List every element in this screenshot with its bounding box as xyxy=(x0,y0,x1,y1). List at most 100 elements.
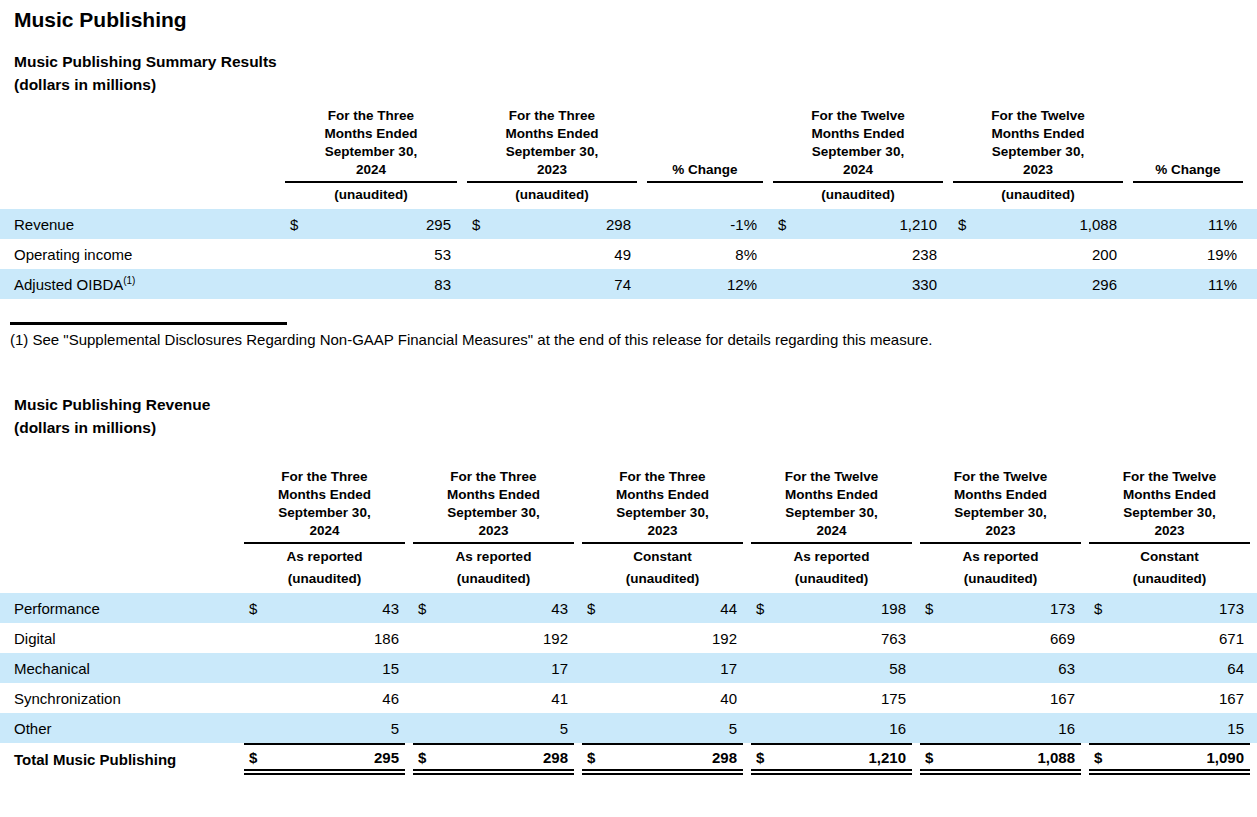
cell-value: 175 xyxy=(881,690,906,707)
table-cell: 16 xyxy=(751,713,912,743)
table-row-operating-income: Operating income 53 49 8% 238 200 19% xyxy=(0,239,1257,269)
currency-symbol: $ xyxy=(958,216,966,233)
basis-label: As reported xyxy=(751,544,912,567)
table-cell: 19% xyxy=(1133,239,1243,269)
table-cell: $1,210 xyxy=(773,209,943,239)
currency-symbol: $ xyxy=(1094,749,1102,766)
row-label: Revenue xyxy=(0,215,275,233)
cell-value: 12% xyxy=(727,276,757,293)
column-header-text: For the Three Months Ended September 30,… xyxy=(433,468,555,540)
cell-value: 5 xyxy=(391,720,399,737)
table-cell: 296 xyxy=(953,269,1123,299)
currency-symbol: $ xyxy=(249,749,257,766)
column-header-text: For the Twelve Months Ended September 30… xyxy=(797,107,919,179)
unaudited-label: (unaudited) xyxy=(751,567,912,593)
cell-value: 11% xyxy=(1208,216,1237,233)
table-cell: 12% xyxy=(647,269,763,299)
summary-section-subtitle: (dollars in millions) xyxy=(14,76,1257,94)
column-header-text: For the Twelve Months Ended September 30… xyxy=(940,468,1062,540)
cell-value: 40 xyxy=(720,690,737,707)
table-cell: 330 xyxy=(773,269,943,299)
cell-value: 671 xyxy=(1219,630,1244,647)
table-cell: $173 xyxy=(1089,593,1250,623)
cell-value: -1% xyxy=(730,216,757,233)
column-header-text: For the Twelve Months Ended September 30… xyxy=(977,107,1099,179)
total-cell: $1,090 xyxy=(1089,743,1250,775)
column-header-fy-2024: For the Twelve Months Ended September 30… xyxy=(773,107,943,209)
table-row-mechanical: Mechanical 15 17 17 58 63 64 xyxy=(0,653,1257,683)
table-cell: -1% xyxy=(647,209,763,239)
total-cell: $298 xyxy=(582,743,743,775)
column-header-fy-2023-reported: For the Twelve Months Ended September 30… xyxy=(920,468,1081,593)
table-cell: 53 xyxy=(285,239,457,269)
cell-value: 167 xyxy=(1219,690,1244,707)
table-cell: $295 xyxy=(285,209,457,239)
table-cell: 192 xyxy=(413,623,574,653)
row-label: Digital xyxy=(0,630,236,647)
table-cell: $43 xyxy=(244,593,405,623)
table-cell: 167 xyxy=(1089,683,1250,713)
table-cell: 175 xyxy=(751,683,912,713)
unaudited-label: (unaudited) xyxy=(467,183,637,209)
cell-value: 8% xyxy=(735,246,757,263)
unaudited-label: (unaudited) xyxy=(1089,567,1250,593)
table-cell: 8% xyxy=(647,239,763,269)
cell-value: 58 xyxy=(889,660,906,677)
cell-value: 186 xyxy=(374,630,399,647)
currency-symbol: $ xyxy=(1094,600,1102,617)
table-cell: 5 xyxy=(413,713,574,743)
cell-value: 41 xyxy=(551,690,568,707)
table-cell: 46 xyxy=(244,683,405,713)
cell-value: 1,088 xyxy=(1079,216,1117,233)
currency-symbol: $ xyxy=(418,749,426,766)
currency-symbol: $ xyxy=(587,600,595,617)
unaudited-label: (unaudited) xyxy=(582,567,743,593)
cell-value: 295 xyxy=(426,216,451,233)
unaudited-label xyxy=(1133,183,1243,209)
column-header-text: For the Twelve Months Ended September 30… xyxy=(1109,468,1231,540)
currency-symbol: $ xyxy=(472,216,480,233)
cell-value: 1,088 xyxy=(1037,749,1075,766)
table-cell: 238 xyxy=(773,239,943,269)
table-row-total: Total Music Publishing $295 $298 $298 $1… xyxy=(0,743,1257,775)
column-header-text: % Change xyxy=(1155,161,1220,179)
cell-value: 296 xyxy=(1092,276,1117,293)
currency-symbol: $ xyxy=(249,600,257,617)
unaudited-label: (unaudited) xyxy=(773,183,943,209)
cell-value: 192 xyxy=(543,630,568,647)
row-label: Performance xyxy=(0,600,236,617)
cell-value: 44 xyxy=(720,600,737,617)
table-cell: 186 xyxy=(244,623,405,653)
cell-value: 173 xyxy=(1050,600,1075,617)
cell-value: 15 xyxy=(1227,720,1244,737)
currency-symbol: $ xyxy=(756,600,764,617)
cell-value: 1,210 xyxy=(899,216,937,233)
currency-symbol: $ xyxy=(925,749,933,766)
table-cell: 63 xyxy=(920,653,1081,683)
table-cell: 74 xyxy=(467,269,637,299)
row-label: Synchronization xyxy=(0,690,236,707)
summary-section-title: Music Publishing Summary Results xyxy=(14,53,1257,71)
table-row-performance: Performance $43 $43 $44 $198 $173 $173 xyxy=(0,593,1257,623)
total-cell: $1,088 xyxy=(920,743,1081,775)
currency-symbol: $ xyxy=(587,749,595,766)
cell-value: 298 xyxy=(606,216,631,233)
currency-symbol: $ xyxy=(418,600,426,617)
table-cell: $173 xyxy=(920,593,1081,623)
table-row-revenue: Revenue $295 $298 -1% $1,210 $1,088 11% xyxy=(0,209,1257,239)
table-row-synchronization: Synchronization 46 41 40 175 167 167 xyxy=(0,683,1257,713)
unaudited-label xyxy=(647,183,763,209)
column-header-q3-2024-reported: For the Three Months Ended September 30,… xyxy=(244,468,405,593)
basis-label: Constant xyxy=(1089,544,1250,567)
unaudited-label: (unaudited) xyxy=(953,183,1123,209)
column-header-pct-change-q: % Change xyxy=(647,161,763,209)
cell-value: 53 xyxy=(434,246,451,263)
table-cell: 17 xyxy=(413,653,574,683)
total-cell: $298 xyxy=(413,743,574,775)
cell-value: 173 xyxy=(1219,600,1244,617)
basis-label: As reported xyxy=(244,544,405,567)
cell-value: 83 xyxy=(434,276,451,293)
currency-symbol: $ xyxy=(778,216,786,233)
column-header-pct-change-fy: % Change xyxy=(1133,161,1243,209)
column-header-q3-2023-reported: For the Three Months Ended September 30,… xyxy=(413,468,574,593)
